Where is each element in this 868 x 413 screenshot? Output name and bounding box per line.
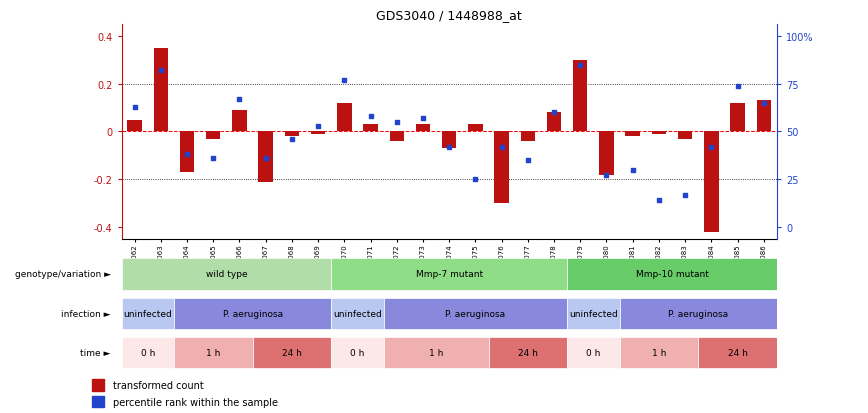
Bar [384,337,489,368]
Bar [489,337,567,368]
Bar [332,298,384,329]
Point [731,83,745,90]
Bar [206,132,220,139]
Point [574,62,588,69]
Point [495,144,509,151]
Point [678,192,692,199]
Point [416,116,430,122]
Text: genotype/variation ►: genotype/variation ► [15,270,110,279]
Bar [253,337,332,368]
Point [469,177,483,183]
Text: 1 h: 1 h [652,348,666,357]
Bar [567,337,620,368]
Bar [364,125,378,132]
Point [652,197,666,204]
Bar [468,125,483,132]
Bar [567,298,620,329]
Bar [626,132,640,137]
Point [600,173,614,179]
Point [338,77,352,84]
Bar [704,132,719,233]
Bar [332,259,567,290]
Bar [620,337,698,368]
Bar [122,298,174,329]
Text: P. aeruginosa: P. aeruginosa [668,309,728,318]
Text: 24 h: 24 h [518,348,538,357]
Bar [154,49,168,132]
Point [443,144,457,151]
Text: 24 h: 24 h [282,348,302,357]
Point [364,114,378,120]
Point [311,123,325,130]
Text: 0 h: 0 h [586,348,601,357]
Bar [122,259,332,290]
Point [626,167,640,173]
Bar [92,379,103,391]
Bar [285,132,299,137]
Bar [174,298,332,329]
Text: time ►: time ► [80,348,110,357]
Bar [337,104,352,132]
Point [521,157,535,164]
Point [181,152,194,158]
Text: infection ►: infection ► [61,309,110,318]
Text: P. aeruginosa: P. aeruginosa [445,309,505,318]
Bar [180,132,194,173]
Bar [390,132,404,142]
Bar [547,113,562,132]
Bar [495,132,509,204]
Point [285,136,299,143]
Bar [652,132,666,135]
Bar [122,337,174,368]
Text: percentile rank within the sample: percentile rank within the sample [113,396,278,406]
Point [233,96,247,103]
Text: Mmp-7 mutant: Mmp-7 mutant [416,270,483,279]
Bar [128,120,141,132]
Bar [678,132,693,139]
Bar [416,125,431,132]
Text: 1 h: 1 h [429,348,444,357]
Bar [698,337,777,368]
Bar [442,132,457,149]
Bar [384,298,567,329]
Point [705,144,719,151]
Bar [332,337,384,368]
Point [547,110,561,116]
Text: uninfected: uninfected [569,309,618,318]
Point [128,104,141,111]
Bar [92,396,103,407]
Text: wild type: wild type [206,270,247,279]
Bar [233,111,247,132]
Text: 1 h: 1 h [206,348,220,357]
Bar [599,132,614,175]
Bar [311,132,326,135]
Bar [620,298,777,329]
Bar [259,132,273,182]
Point [390,119,404,126]
Bar [567,259,777,290]
Bar [730,104,745,132]
Text: uninfected: uninfected [123,309,172,318]
Point [757,100,771,107]
Bar [757,101,771,132]
Bar [573,61,588,132]
Text: Mmp-10 mutant: Mmp-10 mutant [635,270,708,279]
Text: uninfected: uninfected [333,309,382,318]
Bar [174,337,253,368]
Point [259,156,273,162]
Text: transformed count: transformed count [113,380,204,390]
Point [154,68,168,74]
Bar [521,132,535,142]
Title: GDS3040 / 1448988_at: GDS3040 / 1448988_at [377,9,522,22]
Text: 24 h: 24 h [727,348,747,357]
Text: 0 h: 0 h [351,348,365,357]
Text: P. aeruginosa: P. aeruginosa [222,309,283,318]
Point [207,156,220,162]
Text: 0 h: 0 h [141,348,155,357]
